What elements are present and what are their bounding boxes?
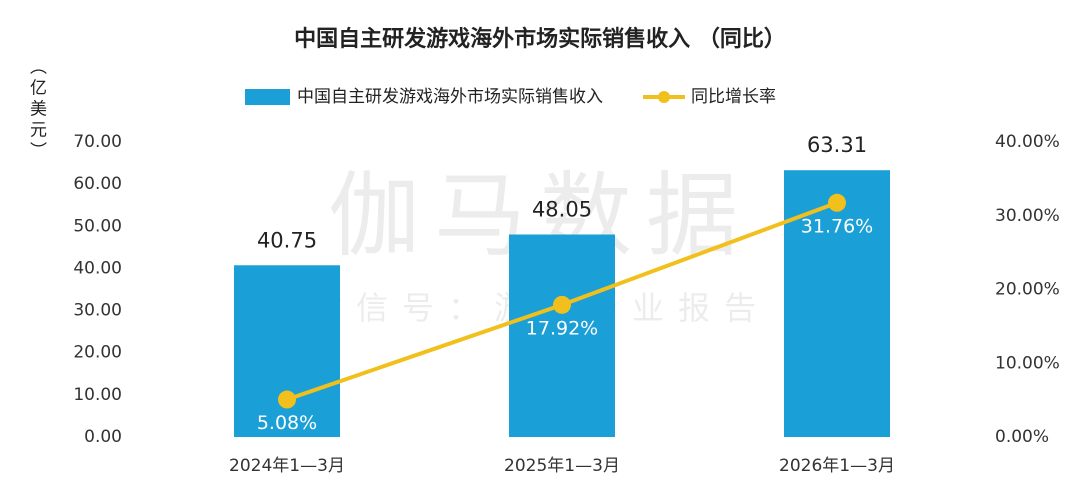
y-tick-label: 0.00 <box>84 427 122 447</box>
bar-value-label: 40.75 <box>257 228 317 252</box>
legend-swatch-dot <box>658 91 670 103</box>
line-value-label: 31.76% <box>801 215 873 237</box>
bar <box>509 234 615 437</box>
legend-label: 同比增长率 <box>691 87 776 107</box>
y-tick-label: 10.00 <box>73 385 122 405</box>
line-point <box>828 193 846 212</box>
y2-tick-label: 10.00% <box>995 353 1060 373</box>
y-tick-label: 40.00 <box>73 258 122 278</box>
line-value-label: 5.08% <box>257 412 317 434</box>
bar-value-label: 63.31 <box>807 133 867 157</box>
y-tick-label: 30.00 <box>73 301 122 321</box>
chart-title: 中国自主研发游戏海外市场实际销售收入 （同比） <box>294 26 786 52</box>
y-tick-label: 60.00 <box>73 174 122 194</box>
y2-tick-label: 20.00% <box>995 280 1060 300</box>
x-tick-label: 2025年1—3月 <box>504 456 620 476</box>
y2-tick-label: 0.00% <box>995 427 1049 447</box>
y-tick-label: 70.00 <box>73 132 122 152</box>
bar-value-label: 48.05 <box>532 198 592 222</box>
line-point <box>278 390 296 409</box>
y-tick-label: 50.00 <box>73 216 122 236</box>
x-tick-label: 2024年1—3月 <box>229 456 345 476</box>
legend-swatch <box>245 89 290 105</box>
y2-tick-label: 40.00% <box>995 132 1060 152</box>
y-axis-label: （亿美元） <box>26 58 47 163</box>
line-value-label: 17.92% <box>526 317 598 339</box>
legend-label: 中国自主研发游戏海外市场实际销售收入 <box>297 87 603 107</box>
y2-tick-label: 30.00% <box>995 206 1060 226</box>
line-point <box>553 295 571 314</box>
x-tick-label: 2026年1—3月 <box>779 456 895 476</box>
y-tick-label: 20.00 <box>73 343 122 363</box>
